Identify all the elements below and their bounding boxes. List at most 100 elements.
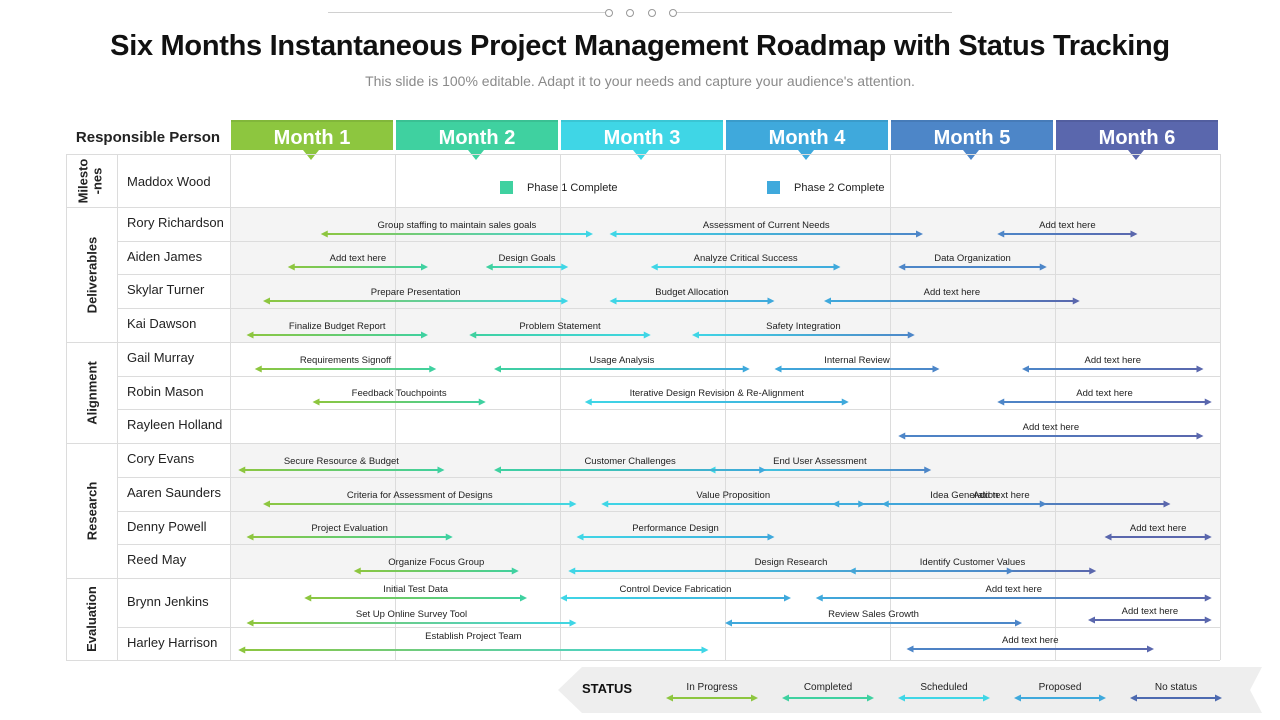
grid-column-line bbox=[395, 154, 396, 660]
phase-1-label: Phase 1 Complete bbox=[527, 181, 618, 194]
task-arrow bbox=[609, 230, 923, 238]
grid-row-line bbox=[66, 154, 1220, 155]
task-label: Requirements Signoff bbox=[299, 355, 392, 366]
task-label: Establish Project Team bbox=[425, 631, 522, 642]
task-arrow bbox=[1088, 616, 1212, 624]
task-arrow bbox=[997, 398, 1212, 406]
task-arrow bbox=[246, 533, 453, 541]
grid-row-line bbox=[117, 511, 1220, 512]
task-label: Prepare Presentation bbox=[370, 287, 461, 298]
task-arrow bbox=[485, 263, 569, 271]
task-arrow bbox=[238, 466, 445, 474]
status-arrow bbox=[898, 694, 990, 702]
grid-column-line bbox=[230, 154, 231, 660]
task-arrow bbox=[774, 365, 940, 373]
task-label: Add text here bbox=[1001, 635, 1059, 646]
person-name: Rayleen Holland bbox=[127, 417, 223, 432]
task-label: Add text here bbox=[1076, 388, 1133, 399]
person-name: Skylar Turner bbox=[127, 282, 205, 297]
task-arrow bbox=[997, 230, 1138, 238]
month-header-1: Month 1 bbox=[231, 120, 393, 160]
task-label: Organize Focus Group bbox=[388, 557, 485, 568]
grid-row-line bbox=[117, 409, 1220, 410]
task-arrow bbox=[312, 398, 486, 406]
status-label: STATUS bbox=[582, 681, 633, 696]
status-arrow bbox=[782, 694, 874, 702]
task-label: Project Evaluation bbox=[311, 523, 388, 534]
task-label: Control Device Fabrication bbox=[619, 584, 732, 595]
task-arrow bbox=[353, 567, 519, 575]
task-arrow bbox=[601, 500, 866, 508]
task-arrow bbox=[692, 331, 915, 339]
task-arrow bbox=[287, 263, 428, 271]
status-arrow bbox=[1014, 694, 1106, 702]
task-label: Problem Statement bbox=[519, 321, 601, 332]
task-label: Add text here bbox=[329, 253, 387, 264]
phase-2-label: Phase 2 Complete bbox=[794, 181, 885, 194]
grid-row-line bbox=[66, 660, 1220, 661]
task-label: Idea Generation bbox=[930, 490, 999, 501]
status-item-label: No status bbox=[1154, 682, 1198, 693]
grid-column-line bbox=[1220, 154, 1221, 660]
task-label: Assessment of Current Needs bbox=[702, 220, 830, 231]
grid-row-line bbox=[66, 578, 1220, 579]
task-label: Internal Review bbox=[824, 355, 890, 366]
task-label: Analyze Critical Success bbox=[693, 253, 798, 264]
status-item-label: Scheduled bbox=[920, 682, 968, 693]
grid-border bbox=[66, 154, 67, 660]
task-label: Add text here bbox=[1022, 422, 1080, 433]
person-milestones: Maddox Wood bbox=[127, 174, 211, 189]
month-header-6: Month 6 bbox=[1056, 120, 1218, 160]
task-arrow bbox=[898, 432, 1204, 440]
task-arrow bbox=[906, 645, 1154, 653]
month-header-2: Month 2 bbox=[396, 120, 558, 160]
person-name: Reed May bbox=[127, 552, 187, 567]
phase-2-swatch bbox=[767, 181, 780, 194]
grid-row-line bbox=[117, 241, 1220, 242]
status-item-label: Proposed bbox=[1038, 682, 1082, 693]
grid-row-line bbox=[66, 342, 1220, 343]
grid-column-line bbox=[890, 154, 891, 660]
task-arrow bbox=[815, 594, 1212, 602]
person-name: Harley Harrison bbox=[127, 634, 218, 650]
task-arrow bbox=[1022, 365, 1204, 373]
grid-row-line bbox=[117, 376, 1220, 377]
task-label: Feedback Touchpoints bbox=[351, 388, 447, 399]
grid-row-line bbox=[117, 274, 1220, 275]
task-arrow bbox=[304, 594, 527, 602]
task-arrow bbox=[254, 365, 437, 373]
grid-column-line bbox=[1055, 154, 1056, 660]
task-label: Secure Resource & Budget bbox=[283, 456, 399, 467]
grid-column-line bbox=[560, 154, 561, 660]
task-label: Add text here bbox=[985, 584, 1043, 595]
task-arrow bbox=[1104, 533, 1212, 541]
task-arrow bbox=[469, 331, 651, 339]
task-arrow bbox=[584, 398, 849, 406]
phase-1-swatch bbox=[500, 181, 513, 194]
task-arrow bbox=[576, 533, 775, 541]
task-label: Set Up Online Survey Tool bbox=[355, 609, 468, 620]
person-name: Kai Dawson bbox=[127, 316, 197, 331]
task-label: Add text here bbox=[923, 287, 981, 298]
task-label: Review Sales Growth bbox=[828, 609, 919, 620]
task-arrow bbox=[650, 263, 841, 271]
person-name: Robin Mason bbox=[127, 383, 204, 399]
task-label: Add text here bbox=[1121, 606, 1179, 617]
task-arrow bbox=[881, 500, 1047, 508]
grid-border bbox=[117, 154, 118, 660]
legend-phase-2: Phase 2 Complete bbox=[767, 181, 885, 194]
task-label: Add text here bbox=[1129, 523, 1187, 534]
grid-column-line bbox=[725, 154, 726, 660]
task-arrow bbox=[824, 297, 1080, 305]
task-label: Design Goals bbox=[498, 253, 556, 264]
person-name: Rory Richardson bbox=[127, 215, 224, 230]
status-arrow bbox=[666, 694, 758, 702]
task-arrow bbox=[246, 619, 577, 627]
task-label: Add text here bbox=[973, 490, 1030, 501]
task-label: End User Assessment bbox=[773, 456, 867, 467]
month-header-3: Month 3 bbox=[561, 120, 723, 160]
page-title: Six Months Instantaneous Project Managem… bbox=[110, 30, 1170, 62]
task-arrow bbox=[725, 619, 1022, 627]
